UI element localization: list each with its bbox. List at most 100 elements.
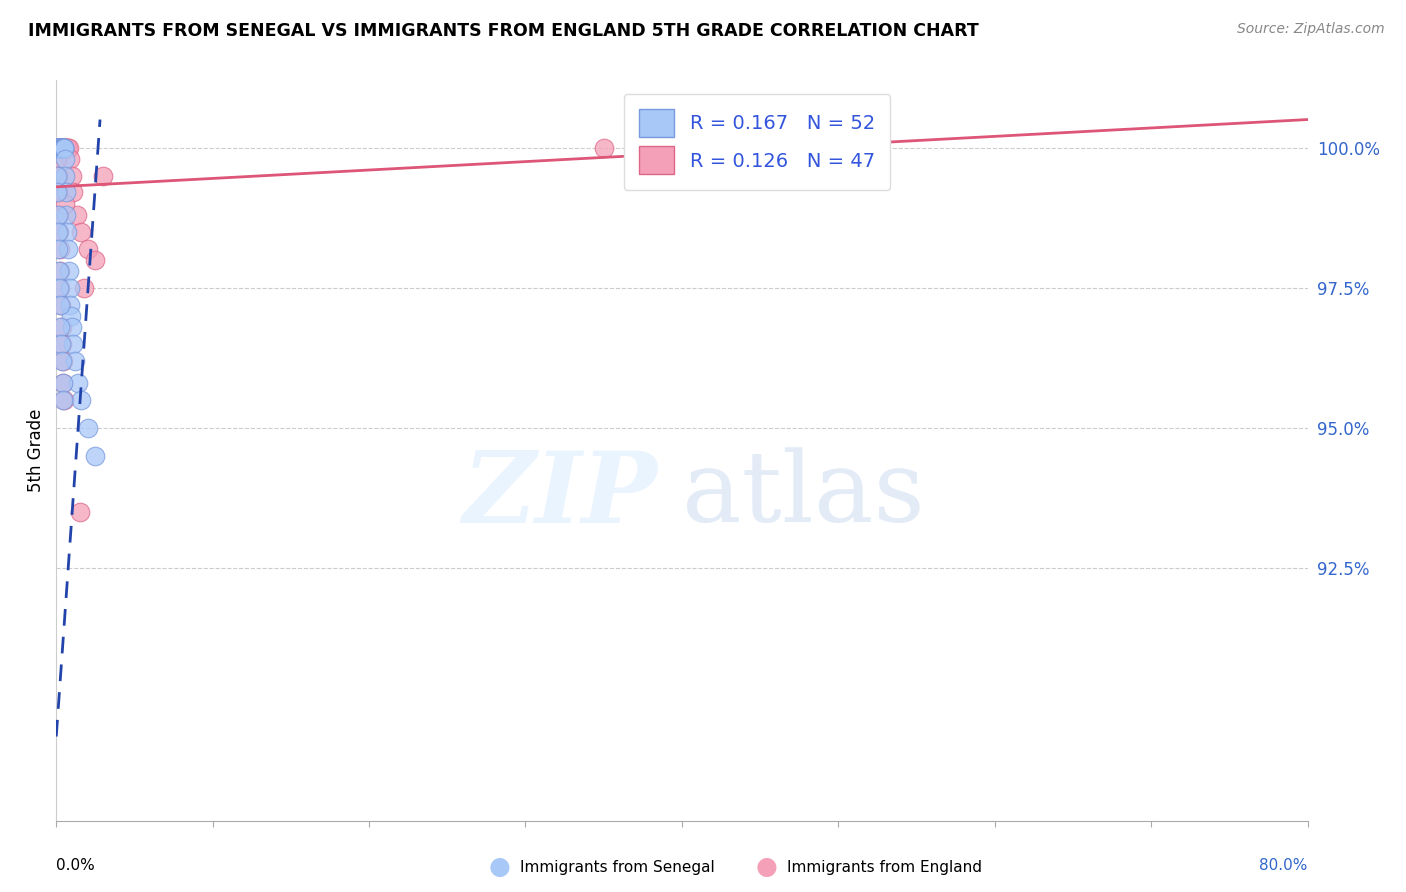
Point <box>53 152 76 166</box>
Point <box>91 169 114 183</box>
Point <box>51 337 73 351</box>
Point <box>48 242 70 256</box>
Point <box>49 140 72 154</box>
Point <box>60 169 83 183</box>
Point <box>52 353 75 368</box>
Text: ZIP: ZIP <box>463 447 657 543</box>
Point <box>46 140 69 154</box>
Point <box>48 140 70 154</box>
Point <box>70 392 93 407</box>
Point <box>55 186 77 200</box>
Text: IMMIGRANTS FROM SENEGAL VS IMMIGRANTS FROM ENGLAND 5TH GRADE CORRELATION CHART: IMMIGRANTS FROM SENEGAL VS IMMIGRANTS FR… <box>28 22 979 40</box>
Point <box>52 140 75 154</box>
Point <box>55 140 77 154</box>
Legend: R = 0.167   N = 52, R = 0.126   N = 47: R = 0.167 N = 52, R = 0.126 N = 47 <box>623 94 890 190</box>
Point <box>51 140 73 154</box>
Point <box>48 140 70 154</box>
Point <box>60 309 83 323</box>
Point <box>62 337 84 351</box>
Point <box>69 505 91 519</box>
Point <box>48 140 70 154</box>
Point <box>56 225 79 239</box>
Point <box>51 140 73 154</box>
Point <box>46 140 69 154</box>
Point <box>51 140 73 154</box>
Point <box>49 298 72 312</box>
Point <box>46 152 69 166</box>
Point <box>51 140 73 154</box>
Point <box>53 140 76 154</box>
Point <box>55 140 77 154</box>
Point <box>51 140 73 154</box>
Point <box>46 169 69 183</box>
Point <box>62 186 84 200</box>
Point <box>51 140 73 154</box>
Text: Source: ZipAtlas.com: Source: ZipAtlas.com <box>1237 22 1385 37</box>
Point <box>58 264 80 278</box>
Point <box>48 264 70 278</box>
Point <box>46 169 69 183</box>
Point <box>52 376 75 391</box>
Point <box>63 353 86 368</box>
Point <box>52 376 75 391</box>
Text: 80.0%: 80.0% <box>1260 858 1308 872</box>
Point <box>58 140 80 154</box>
Y-axis label: 5th Grade: 5th Grade <box>27 409 45 492</box>
Point <box>46 186 69 200</box>
Point <box>55 208 77 222</box>
Point <box>52 140 75 154</box>
Point <box>46 140 69 154</box>
Text: ●: ● <box>488 855 510 879</box>
Point <box>56 242 79 256</box>
Point <box>49 320 72 334</box>
Point <box>46 140 69 154</box>
Point <box>49 140 72 154</box>
Point <box>48 140 70 154</box>
Point <box>60 320 83 334</box>
Point <box>46 242 69 256</box>
Point <box>53 196 76 211</box>
Point <box>49 337 72 351</box>
Point <box>592 140 614 154</box>
Point <box>51 140 73 154</box>
Point <box>52 140 75 154</box>
Point <box>48 140 70 154</box>
Point <box>84 252 107 267</box>
Point <box>76 242 98 256</box>
Point <box>52 392 75 407</box>
Point <box>49 140 72 154</box>
Point <box>48 140 70 154</box>
Text: atlas: atlas <box>682 447 925 542</box>
Point <box>65 208 87 222</box>
Point <box>53 140 76 154</box>
Point <box>73 281 96 295</box>
Point <box>49 140 72 154</box>
Point <box>58 281 80 295</box>
Point <box>46 225 69 239</box>
Point <box>76 421 98 435</box>
Point <box>52 140 75 154</box>
Text: 0.0%: 0.0% <box>56 858 96 872</box>
Point <box>52 140 75 154</box>
Point <box>46 208 69 222</box>
Point <box>56 140 79 154</box>
Text: ●: ● <box>755 855 778 879</box>
Point <box>59 298 82 312</box>
Point <box>51 320 73 334</box>
Point <box>46 140 69 154</box>
Point <box>70 225 93 239</box>
Point <box>51 353 73 368</box>
Point <box>49 264 72 278</box>
Point <box>53 140 76 154</box>
Point <box>46 140 69 154</box>
Point <box>53 392 76 407</box>
Point <box>49 298 72 312</box>
Point <box>48 140 70 154</box>
Point <box>46 186 69 200</box>
Point <box>46 140 69 154</box>
Point <box>53 140 76 154</box>
Point <box>48 140 70 154</box>
Text: Immigrants from Senegal: Immigrants from Senegal <box>520 860 716 874</box>
Point <box>48 281 70 295</box>
Point <box>49 140 72 154</box>
